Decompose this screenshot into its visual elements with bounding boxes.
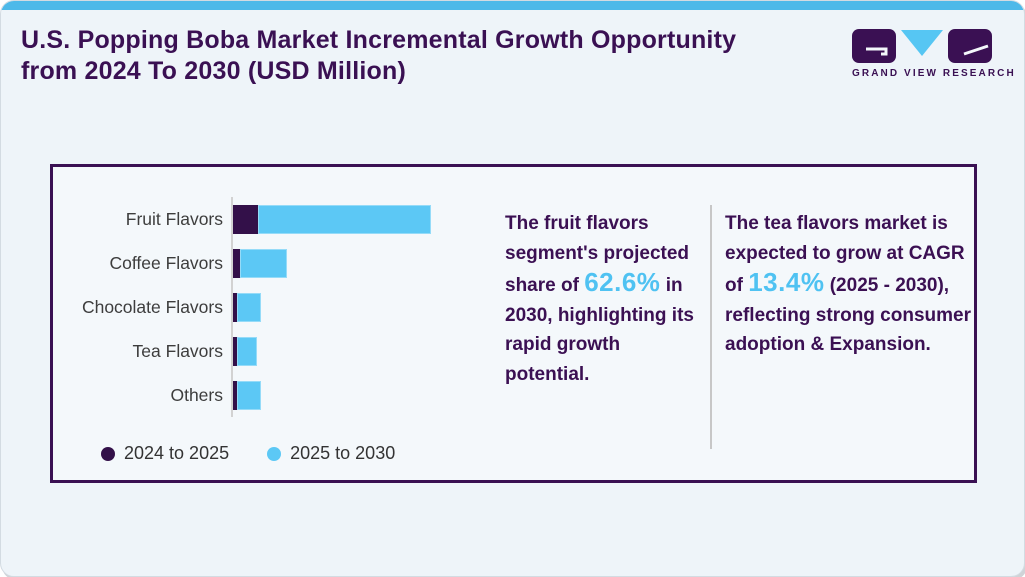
bar-segment-2024-to-2025 [233, 204, 258, 234]
bar-segment-2025-to-2030 [237, 336, 257, 366]
chart-row: Others [53, 373, 431, 417]
insight-text: The tea flavors market is expected to gr… [725, 213, 976, 296]
bar-segment-2025-to-2030 [258, 204, 431, 234]
chart-row: Tea Flavors [53, 329, 431, 373]
legend-item: 2025 to 2030 [267, 443, 395, 464]
column-divider [710, 205, 712, 449]
insight-text: (2025 - 2030), reflecting strong consume… [725, 275, 977, 355]
insight-text: The fruit flavors segment's projected sh… [505, 213, 695, 296]
gvr-logo-text: GRAND VIEW RESEARCH [852, 68, 1016, 79]
highlight-value: 62.6% [584, 267, 661, 297]
category-label: Chocolate Flavors [81, 296, 223, 317]
chart-row: Chocolate Flavors [53, 285, 431, 329]
category-label: Others [170, 384, 223, 405]
chart-legend: 2024 to 2025 2025 to 2030 [101, 443, 395, 464]
bar-track [231, 285, 261, 329]
legend-dot-icon [101, 446, 115, 461]
gvr-logo-icon [852, 29, 992, 63]
insight-tea-flavors: The tea flavors market is expected to gr… [725, 209, 973, 360]
chart-row: Fruit Flavors [53, 197, 431, 241]
bar-segment-2025-to-2030 [237, 292, 261, 322]
bar-track [231, 329, 257, 373]
category-label: Fruit Flavors [125, 208, 223, 229]
insight-text: in 2030, highlighting its rapid growth p… [505, 275, 700, 385]
bar-segment-2024-to-2025 [233, 248, 240, 278]
bar-track [231, 373, 261, 417]
bar-segment-2024-to-2025 [233, 292, 237, 322]
page-title: U.S. Popping Boba Market Incremental Gro… [21, 26, 737, 85]
top-accent-bar [1, 1, 1024, 10]
gvr-logo-mark [852, 29, 994, 63]
bar-segment-2025-to-2030 [240, 248, 287, 278]
category-label: Coffee Flavors [109, 252, 223, 273]
category-label: Tea Flavors [132, 340, 223, 361]
insight-fruit-flavors: The fruit flavors segment's projected sh… [505, 209, 705, 389]
insight-panel: Fruit Flavors Coffee Flavors Chocolate Fla… [50, 164, 977, 483]
chart-row: Coffee Flavors [53, 241, 431, 285]
bar-track [231, 241, 287, 285]
legend-dot-icon [267, 446, 282, 461]
bar-track [231, 197, 431, 241]
legend-label: 2024 to 2025 [124, 443, 230, 463]
bar-segment-2025-to-2030 [237, 380, 261, 410]
gvr-logo: GRAND VIEW RESEARCH [852, 29, 1016, 79]
legend-label: 2025 to 2030 [290, 443, 396, 463]
bar-segment-2024-to-2025 [233, 336, 237, 366]
highlight-value: 13.4% [748, 267, 825, 297]
legend-item: 2024 to 2025 [101, 443, 229, 464]
bar-segment-2024-to-2025 [233, 380, 237, 410]
bar-chart: Fruit Flavors Coffee Flavors Chocolate Fla… [53, 197, 431, 417]
